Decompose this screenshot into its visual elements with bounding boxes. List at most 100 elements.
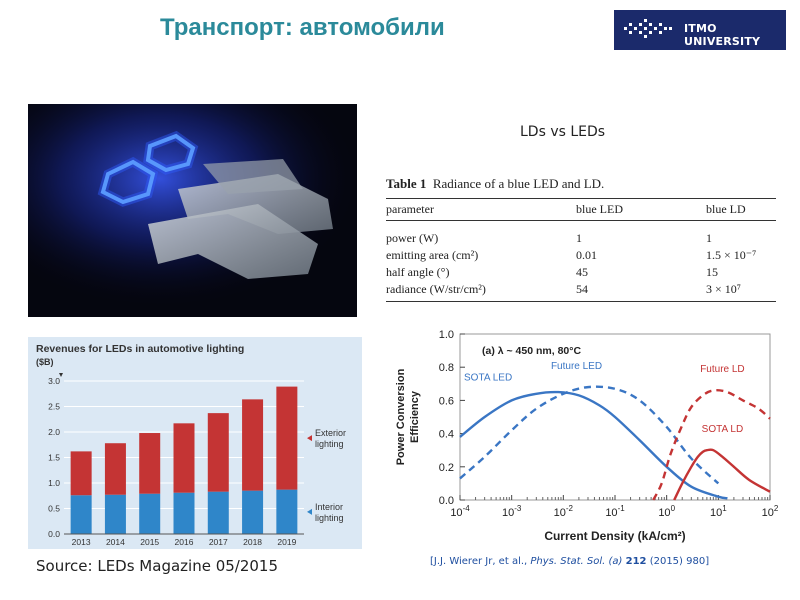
x-tick-label: 102 xyxy=(762,504,779,519)
legend-label-interior: Interior xyxy=(315,502,343,512)
bar-exterior xyxy=(242,399,264,491)
table-header: blue LD xyxy=(706,198,776,221)
reference-pre: [J.J. Wierer Jr, et al., xyxy=(430,556,531,567)
x-tick-label: 101 xyxy=(710,504,727,519)
table-row: emitting area (cm²) 0.01 1.5 × 10⁻⁷ xyxy=(386,247,776,264)
logo-text: ITMO UNIVERSITY xyxy=(684,22,761,48)
chart-annotation: (a) λ ~ 450 nm, 80°C xyxy=(482,345,581,357)
y-tick-label: 1.5 xyxy=(48,453,60,463)
bar-interior xyxy=(139,493,161,534)
x-tick-label: 2016 xyxy=(175,537,194,547)
comparison-heading: LDs vs LEDs xyxy=(520,124,606,140)
series-line-sota-ld xyxy=(673,448,771,501)
bar-interior xyxy=(173,492,195,534)
table-row: power (W) 1 1 xyxy=(386,221,776,248)
bar-interior xyxy=(104,494,126,534)
series-line-sota-led xyxy=(459,390,728,500)
bar-exterior xyxy=(70,451,92,496)
legend-label-exterior: Exterior xyxy=(315,428,346,438)
chart-title: Revenues for LEDs in automotive lighting xyxy=(36,343,244,355)
y-tick-label: 3.0 xyxy=(48,376,60,386)
table-header: blue LED xyxy=(576,198,706,221)
itmo-logo: ITMO UNIVERSITY xyxy=(614,10,786,50)
y-tick-label: 0.5 xyxy=(48,504,60,514)
reference-post: (2015) 980] xyxy=(646,556,710,567)
x-tick-label: 2017 xyxy=(209,537,228,547)
y-axis-arrow-icon xyxy=(59,373,63,377)
y-tick-label: 0.8 xyxy=(439,362,454,374)
table-cell: 1.5 × 10⁻⁷ xyxy=(706,248,757,262)
series-label: Future LD xyxy=(700,364,744,375)
bar-exterior xyxy=(104,443,126,495)
table-caption-label: Table 1 xyxy=(386,176,427,191)
table-cell: 1 xyxy=(706,231,712,245)
bar-interior xyxy=(70,495,92,534)
y-axis-label: ($B) xyxy=(36,357,54,367)
legend-arrow-icon xyxy=(307,508,312,515)
table-cell: radiance (W/str/cm²) xyxy=(386,281,576,302)
x-tick-label: 2015 xyxy=(140,537,159,547)
table-header-row: parameter blue LED blue LD xyxy=(386,198,776,221)
y-tick-label: 0.0 xyxy=(48,529,60,539)
bar-interior xyxy=(242,490,264,534)
logo-dots-icon xyxy=(624,19,672,38)
bar-exterior xyxy=(173,423,195,493)
series-line-future-led xyxy=(459,385,720,485)
table-cell: power (W) xyxy=(386,231,439,245)
table-cell: 54 xyxy=(576,281,706,302)
data-table: parameter blue LED blue LD power (W) 1 1… xyxy=(386,198,776,302)
series-label: SOTA LED xyxy=(464,372,512,383)
bar-exterior xyxy=(207,413,229,492)
y-tick-label: 1.0 xyxy=(439,329,454,341)
bar-interior xyxy=(207,491,229,534)
radiance-table: Table 1 Radiance of a blue LED and LD. p… xyxy=(386,176,776,302)
x-tick-label: 10-4 xyxy=(450,504,470,519)
legend-label-exterior: lighting xyxy=(315,439,344,449)
x-tick-label: 2019 xyxy=(277,537,296,547)
bar-exterior xyxy=(276,386,298,490)
x-tick-label: 2014 xyxy=(106,537,125,547)
x-axis-label: Current Density (kA/cm²) xyxy=(544,529,685,543)
efficiency-line-chart: 0.0 0.2 0.4 0.6 0.8 1.0 10-4 10-3 10-2 10-1 100 101… xyxy=(395,329,779,543)
table-cell: emitting area (cm²) xyxy=(386,248,479,262)
y-tick-label: 0.2 xyxy=(439,462,454,474)
table-header: parameter xyxy=(386,198,576,221)
table-cell: 45 xyxy=(576,265,588,279)
reference-volume: 212 xyxy=(625,556,647,567)
series-label: Future LED xyxy=(551,361,602,372)
bar-exterior xyxy=(139,433,161,494)
table-cell: 1 xyxy=(576,231,582,245)
legend-arrow-icon xyxy=(307,435,312,442)
x-tick-label: 100 xyxy=(658,504,675,519)
y-axis-label: Efficiency xyxy=(409,390,421,443)
table-row: half angle (°) 45 15 xyxy=(386,264,776,281)
table-cell: half angle (°) xyxy=(386,265,450,279)
series-line-future-ld xyxy=(652,389,771,501)
y-tick-label: 0.6 xyxy=(439,395,454,407)
revenue-bar-chart: Revenues for LEDs in automotive lighting… xyxy=(28,337,362,549)
table-cell: 3 × 10⁷ xyxy=(706,281,776,302)
series-label: SOTA LD xyxy=(702,424,744,435)
headlight-photo xyxy=(28,104,357,317)
y-tick-label: 1.0 xyxy=(48,478,60,488)
y-axis-label: Power Conversion xyxy=(395,368,407,465)
table-row: radiance (W/str/cm²) 54 3 × 10⁷ xyxy=(386,281,776,302)
reference-journal: Phys. Stat. Sol. (a) xyxy=(530,556,623,567)
table-cell: 0.01 xyxy=(576,248,597,262)
bar-interior xyxy=(276,489,298,534)
source-note: Source: LEDs Magazine 05/2015 xyxy=(36,557,279,575)
x-tick-label: 10-3 xyxy=(502,504,522,519)
legend-label-interior: lighting xyxy=(315,513,344,523)
y-tick-label: 2.5 xyxy=(48,402,60,412)
x-tick-label: 10-1 xyxy=(605,504,625,519)
y-tick-label: 0.4 xyxy=(439,429,454,441)
x-tick-label: 10-2 xyxy=(554,504,574,519)
x-tick-label: 2013 xyxy=(72,537,91,547)
x-tick-label: 2018 xyxy=(243,537,262,547)
reference-citation: [J.J. Wierer Jr, et al., Phys. Stat. Sol… xyxy=(430,556,709,567)
table-caption: Table 1 Radiance of a blue LED and LD. xyxy=(386,176,776,192)
slide-title: Транспорт: автомобили xyxy=(160,14,445,41)
y-tick-label: 2.0 xyxy=(48,427,60,437)
y-tick-label: 0.0 xyxy=(439,495,454,507)
table-cell: 15 xyxy=(706,265,718,279)
